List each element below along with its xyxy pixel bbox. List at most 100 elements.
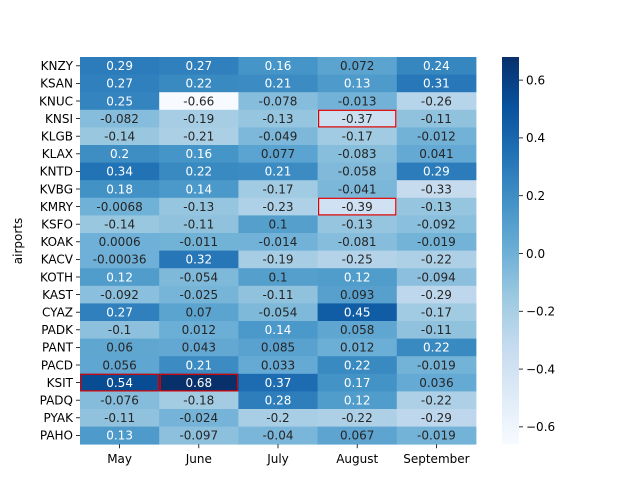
heatmap-cell xyxy=(159,409,239,427)
cell-value-label: -0.11 xyxy=(421,112,452,126)
heatmap-cell xyxy=(80,426,160,445)
colorbar-tick-label: −0.6 xyxy=(526,420,555,434)
heatmap-cell xyxy=(317,356,398,375)
heatmap-cell xyxy=(238,162,318,181)
heatmap-cell xyxy=(159,92,239,111)
cell-value-label: -0.37 xyxy=(342,112,373,126)
cell-value-label: 0.041 xyxy=(419,147,453,161)
heatmap-cell xyxy=(159,285,239,304)
heatmap-cell xyxy=(317,74,398,93)
heatmap-cell xyxy=(238,321,318,339)
cell-value-label: -0.049 xyxy=(259,130,298,144)
cell-value-label: 0.036 xyxy=(419,376,453,390)
heatmap-cell xyxy=(159,127,239,146)
cell-value-label: 0.18 xyxy=(106,182,133,196)
heatmap-cell xyxy=(317,162,398,181)
heatmap-cell xyxy=(80,109,160,128)
heatmap-cell xyxy=(159,426,239,445)
cell-value-label: -0.041 xyxy=(338,182,377,196)
cell-value-label: 0.056 xyxy=(102,358,136,372)
cell-value-label: -0.17 xyxy=(262,182,293,196)
heatmap-cell xyxy=(80,127,160,146)
cell-value-label: -0.013 xyxy=(338,94,377,108)
cell-value-label: 0.14 xyxy=(265,323,292,337)
heatmap-cell xyxy=(396,426,477,445)
y-tick-label: KOTH xyxy=(40,270,73,284)
cell-value-label: 0.34 xyxy=(106,165,133,179)
highlight-box xyxy=(318,109,397,128)
cell-value-label: 0.2 xyxy=(110,147,129,161)
cell-value-label: 0.0006 xyxy=(99,235,141,249)
highlight-box xyxy=(318,197,397,216)
heatmap-cell xyxy=(238,409,318,427)
cell-value-label: 0.067 xyxy=(340,429,374,443)
heatmap-cell xyxy=(317,250,398,269)
heatmap-cell xyxy=(396,250,477,269)
cell-value-label: 0.22 xyxy=(185,77,212,91)
cell-value-label: 0.45 xyxy=(344,306,371,320)
y-tick-label: PAHO xyxy=(40,429,73,443)
cell-value-label: -0.11 xyxy=(104,411,135,425)
heatmap-cell xyxy=(396,92,477,111)
cell-value-label: 0.29 xyxy=(423,165,450,179)
y-tick-label: CYAZ xyxy=(42,306,73,320)
cell-value-label: 0.033 xyxy=(261,358,295,372)
cell-value-label: 0.27 xyxy=(106,77,133,91)
cell-value-label: -0.083 xyxy=(338,147,377,161)
heatmap-cell xyxy=(238,127,318,146)
cell-value-label: 0.012 xyxy=(182,323,216,337)
heatmap-cell xyxy=(396,145,477,163)
heatmap-cell xyxy=(396,109,477,128)
heatmap-cell xyxy=(80,233,160,251)
heatmap-cell xyxy=(159,303,239,322)
cell-value-label: 0.22 xyxy=(423,341,450,355)
cell-value-label: 0.31 xyxy=(423,77,450,91)
cell-value-label: -0.078 xyxy=(259,94,298,108)
cell-value-label: 0.17 xyxy=(344,376,371,390)
heatmap-cell xyxy=(159,268,239,287)
cell-value-label: 0.16 xyxy=(265,59,292,73)
cell-value-label: -0.17 xyxy=(342,130,373,144)
heatmap-cell xyxy=(80,215,160,234)
cell-value-label: -0.058 xyxy=(338,165,377,179)
heatmap-cell xyxy=(80,321,160,339)
heatmap-cell xyxy=(80,303,160,322)
cell-value-label: 0.13 xyxy=(344,77,371,91)
heatmap-cell xyxy=(396,338,477,357)
heatmap-cell xyxy=(80,197,160,216)
cell-value-label: 0.12 xyxy=(344,270,371,284)
heatmap-cell xyxy=(396,268,477,287)
heatmap-cell xyxy=(317,109,398,128)
heatmap-cell xyxy=(396,127,477,146)
cell-value-label: -0.081 xyxy=(338,235,377,249)
heatmap-cell xyxy=(159,338,239,357)
y-tick-label: KMRY xyxy=(40,200,74,214)
colorbar: 0.6 0.4 0.2 0.0 −0.2 −0.4 −0.6 xyxy=(502,57,555,445)
cell-value-label: 0.012 xyxy=(340,341,374,355)
heatmap-cell xyxy=(238,338,318,357)
cell-value-label: -0.019 xyxy=(417,429,456,443)
cell-value-label: -0.025 xyxy=(179,288,218,302)
heatmap-cell xyxy=(238,356,318,375)
cell-value-label: -0.11 xyxy=(262,288,293,302)
heatmap-cell xyxy=(396,57,477,75)
heatmap-cell xyxy=(396,162,477,181)
cell-value-label: -0.014 xyxy=(259,235,298,249)
cell-value-label: -0.22 xyxy=(421,394,452,408)
heatmap-cell xyxy=(317,233,398,251)
heatmap-cell xyxy=(396,233,477,251)
cell-value-label: -0.13 xyxy=(342,218,373,232)
y-tick-label: KACV xyxy=(41,253,74,267)
cell-value-label: 0.077 xyxy=(261,147,295,161)
cell-value-label: 0.68 xyxy=(185,376,212,390)
heatmap-cell xyxy=(80,145,160,163)
cell-value-label: 0.22 xyxy=(344,358,371,372)
cell-value-label: -0.66 xyxy=(183,94,214,108)
cell-value-label: 0.21 xyxy=(185,358,212,372)
highlight-box xyxy=(159,373,238,392)
heatmap-cell xyxy=(80,250,160,269)
x-tick-label: July xyxy=(266,452,289,466)
heatmap-cell xyxy=(159,162,239,181)
heatmap-cell xyxy=(317,373,398,392)
cell-value-label: -0.14 xyxy=(104,130,135,144)
